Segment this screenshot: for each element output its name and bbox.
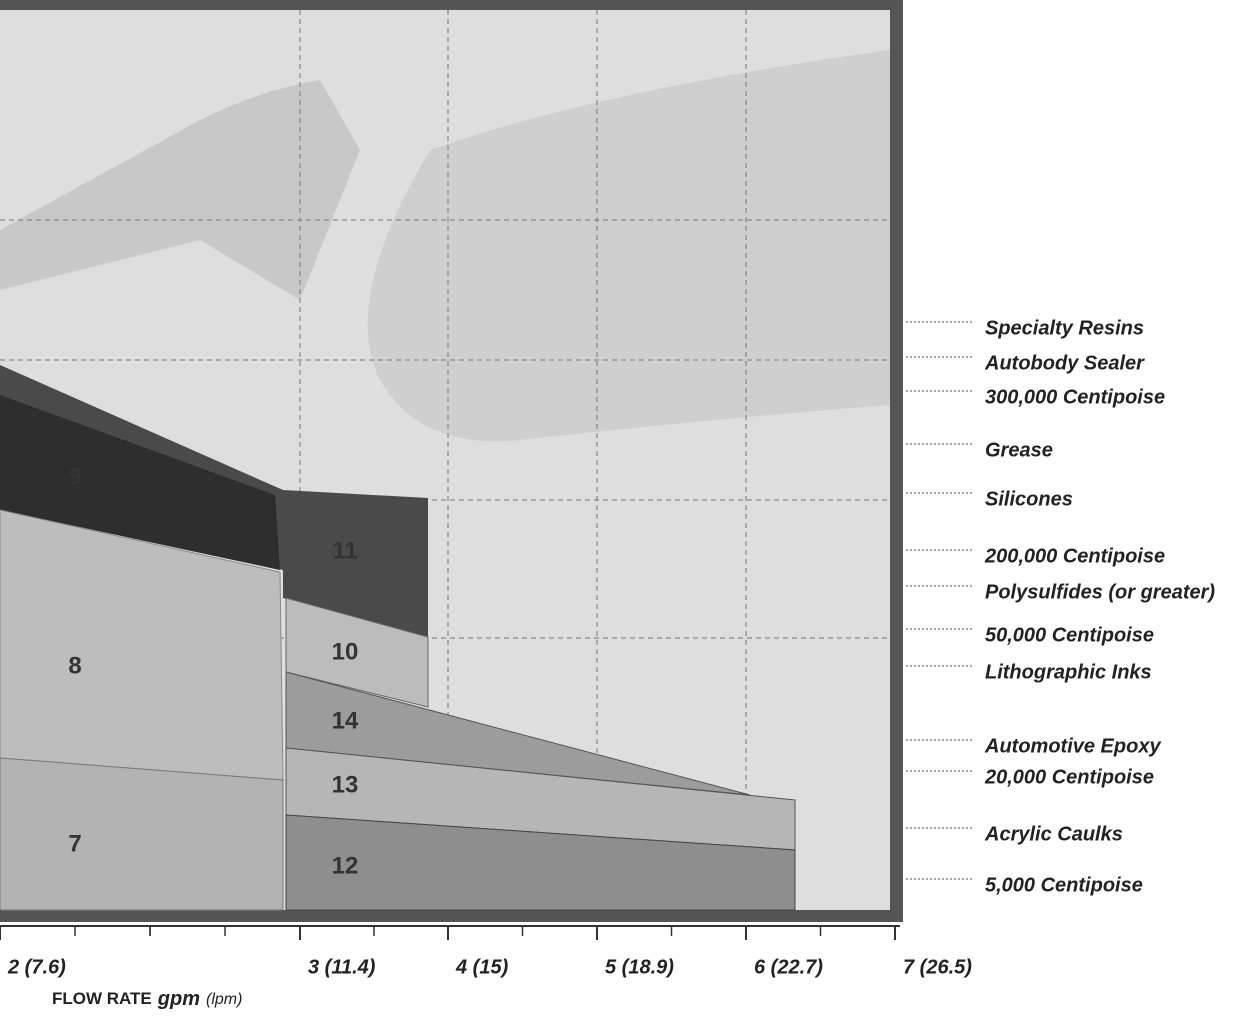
x-tick-label: 5 (18.9) <box>605 956 674 978</box>
material-label: Specialty Resins <box>985 317 1144 339</box>
region-label: 12 <box>332 852 359 879</box>
material-label: Silicones <box>985 488 1073 510</box>
axis-title: FLOW RATE gpm (lpm) <box>52 988 242 1010</box>
material-label: 50,000 Centipoise <box>985 624 1154 646</box>
material-label: Lithographic Inks <box>985 661 1152 683</box>
axis-title-text: FLOW RATE <box>52 989 152 1008</box>
material-label: 20,000 Centipoise <box>984 766 1154 788</box>
regions <box>0 365 796 911</box>
region <box>0 395 280 570</box>
axis-alt-unit: (lpm) <box>206 991 242 1008</box>
material-label: 200,000 Centipoise <box>984 545 1165 567</box>
region-label: 10 <box>332 638 359 665</box>
material-label: 5,000 Centipoise <box>985 874 1143 896</box>
material-label: Autobody Sealer <box>984 352 1145 374</box>
region <box>285 814 796 911</box>
material-label: Automotive Epoxy <box>984 735 1161 757</box>
region <box>285 597 429 708</box>
gun-image <box>0 80 360 300</box>
region-label: 8 <box>68 652 81 679</box>
x-tick-label: 6 (22.7) <box>754 956 823 978</box>
x-tick-label: 3 (11.4) <box>308 956 376 978</box>
x-tick-label: 4 (15) <box>455 956 509 978</box>
material-label: 300,000 Centipoise <box>985 386 1165 408</box>
region-label: 9 <box>68 463 81 490</box>
material-label: Grease <box>985 439 1053 461</box>
material-label: Acrylic Caulks <box>984 823 1123 845</box>
region <box>0 757 284 911</box>
x-tick-label: 2 (7.6) <box>7 956 66 978</box>
materials: Specialty Resins Autobody Sealer 300,000 C… <box>906 317 1215 896</box>
region-label: 7 <box>68 830 81 857</box>
axis-unit: gpm <box>157 988 200 1010</box>
hand-image <box>367 50 890 442</box>
region-label: 13 <box>332 771 359 798</box>
x-tick-label: 7 (26.5) <box>903 956 972 978</box>
region-label: 14 <box>332 707 359 734</box>
x-ticks: 2 (7.6) 3 (11.4) 4 (15) 5 (18.9) 6 (22.7) 7 (… <box>0 926 972 978</box>
region-label: 11 <box>332 537 357 564</box>
material-label: Polysulfides (or greater) <box>985 581 1215 603</box>
